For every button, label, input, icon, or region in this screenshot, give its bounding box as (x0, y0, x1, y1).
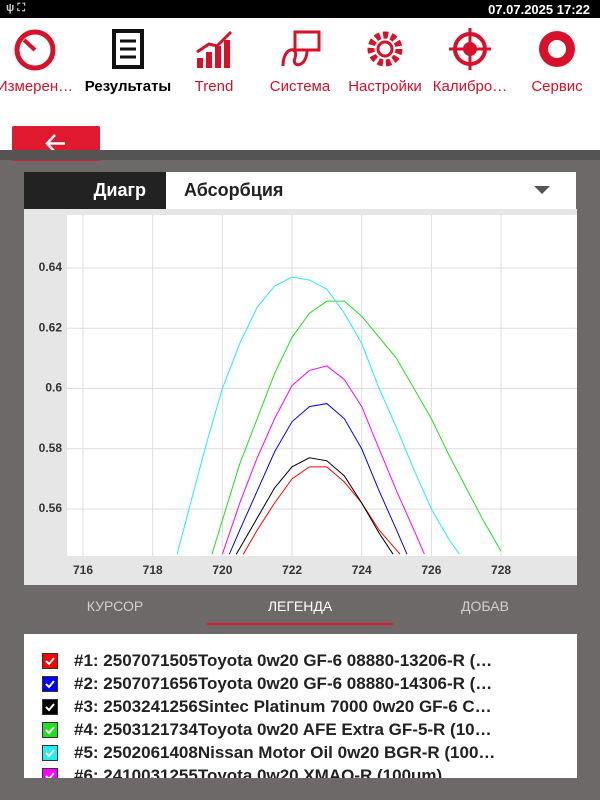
icon (112, 29, 144, 69)
legend-label: #3: 2503241256Sintec Platinum 7000 0w20 … (74, 697, 492, 716)
legend-label: #2: 2507071656Toyota 0w20 GF-6 08880-143… (74, 674, 493, 693)
dropdown[interactable]: Абсорбция (166, 172, 576, 209)
y-tick-label: 0.64 (39, 260, 63, 274)
mode-label: Диагр (24, 172, 166, 209)
icon (281, 30, 321, 67)
legend-checkbox[interactable] (42, 653, 58, 669)
legend-checkbox[interactable] (42, 745, 58, 761)
tool-trend[interactable]: Trend (170, 18, 258, 95)
tab[interactable]: ЛЕГЕНДА (267, 598, 333, 614)
legend-item[interactable]: #2: 2507071656Toyota 0w20 GF-6 08880-143… (42, 673, 572, 695)
series-line (235, 457, 394, 555)
legend-label: #1: 2507071505Toyota 0w20 GF-6 08880-132… (74, 651, 493, 670)
legend-item[interactable]: #3: 2503241256Sintec Platinum 7000 0w20 … (42, 696, 572, 718)
tool-measure[interactable]: Измерен… (0, 18, 79, 95)
legend-item[interactable]: #6: 2410031255Toyota 0w20 XMAQ-R (100um) (42, 765, 572, 778)
tool-label: Настройки (348, 78, 422, 95)
dropdown-arrow (534, 186, 550, 194)
tool-label: Результаты (84, 78, 172, 95)
plot-area (67, 215, 577, 556)
tool-system[interactable]: Система (256, 18, 344, 95)
legend: #1: 2507071505Toyota 0w20 GF-6 08880-132… (24, 634, 577, 778)
tab[interactable]: КУРСОР (86, 598, 144, 614)
icon (367, 31, 403, 67)
tool-label: Trend (194, 78, 234, 95)
toolbar: Измерен… Результаты Trend Система Настро… (0, 18, 600, 161)
legend-checkbox[interactable] (42, 768, 58, 778)
series-line (242, 466, 401, 555)
icon (14, 29, 56, 71)
chart: 0.56 0.58 0.6 0.62 0.64 716 718 720 722 724 726 728 (24, 209, 577, 585)
x-tick-label: 728 (491, 563, 511, 577)
x-tick-label: 716 (73, 563, 93, 577)
tool-label: Сервис (531, 78, 583, 95)
series-line (211, 300, 502, 555)
y-tick-label: 0.6 (45, 381, 62, 395)
tab[interactable]: ДОБАВ (461, 598, 509, 614)
tool-calibration[interactable]: Калибро… (426, 18, 514, 95)
tool-results[interactable]: Результаты (84, 18, 172, 95)
icon (449, 28, 491, 70)
datetime: 07.07.2025 17:22 (488, 2, 590, 17)
series-line (176, 276, 460, 555)
tool-label: Калибро… (432, 78, 508, 95)
legend-item[interactable]: #5: 2502061408Nissan Motor Oil 0w20 BGR-… (42, 742, 572, 764)
y-tick-label: 0.56 (39, 501, 63, 515)
legend-checkbox[interactable] (42, 722, 58, 738)
x-tick-label: 720 (212, 563, 232, 577)
legend-label: #5: 2502061408Nissan Motor Oil 0w20 BGR-… (74, 743, 496, 762)
tool-label: Система (269, 78, 331, 95)
series-group (176, 276, 502, 555)
legend-item[interactable]: #1: 2507071505Toyota 0w20 GF-6 08880-132… (42, 650, 572, 672)
x-tick-label: 724 (352, 563, 372, 577)
icon (196, 30, 233, 68)
x-tick-label: 722 (282, 563, 302, 577)
icon (45, 134, 65, 153)
dropdown-value: Абсорбция (184, 180, 284, 200)
legend-label: #4: 2503121734Toyota 0w20 AFE Extra GF-5… (74, 720, 492, 739)
tool-service[interactable]: Сервис (513, 18, 600, 95)
status-bar: ψ ⛶ 07.07.2025 17:22 (0, 0, 600, 18)
tool-label: Измерен… (0, 78, 74, 95)
legend-checkbox[interactable] (42, 676, 58, 692)
series-line (221, 365, 425, 555)
status-icons: ψ ⛶ (6, 2, 26, 14)
legend-checkbox[interactable] (42, 699, 58, 715)
divider (0, 150, 600, 160)
x-tick-label: 718 (143, 563, 163, 577)
x-tick-label: 726 (421, 563, 441, 577)
tab-underline (207, 623, 393, 625)
legend-item[interactable]: #4: 2503121734Toyota 0w20 AFE Extra GF-5… (42, 719, 572, 741)
tabs: КУРСОР ЛЕГЕНДА ДОБАВ (0, 590, 600, 630)
y-tick-label: 0.58 (39, 441, 63, 455)
legend-label: #6: 2410031255Toyota 0w20 XMAQ-R (100um) (74, 766, 443, 778)
y-tick-label: 0.62 (39, 320, 63, 334)
icon (539, 31, 575, 67)
series-line (228, 403, 408, 555)
tool-settings[interactable]: Настройки (341, 18, 429, 95)
